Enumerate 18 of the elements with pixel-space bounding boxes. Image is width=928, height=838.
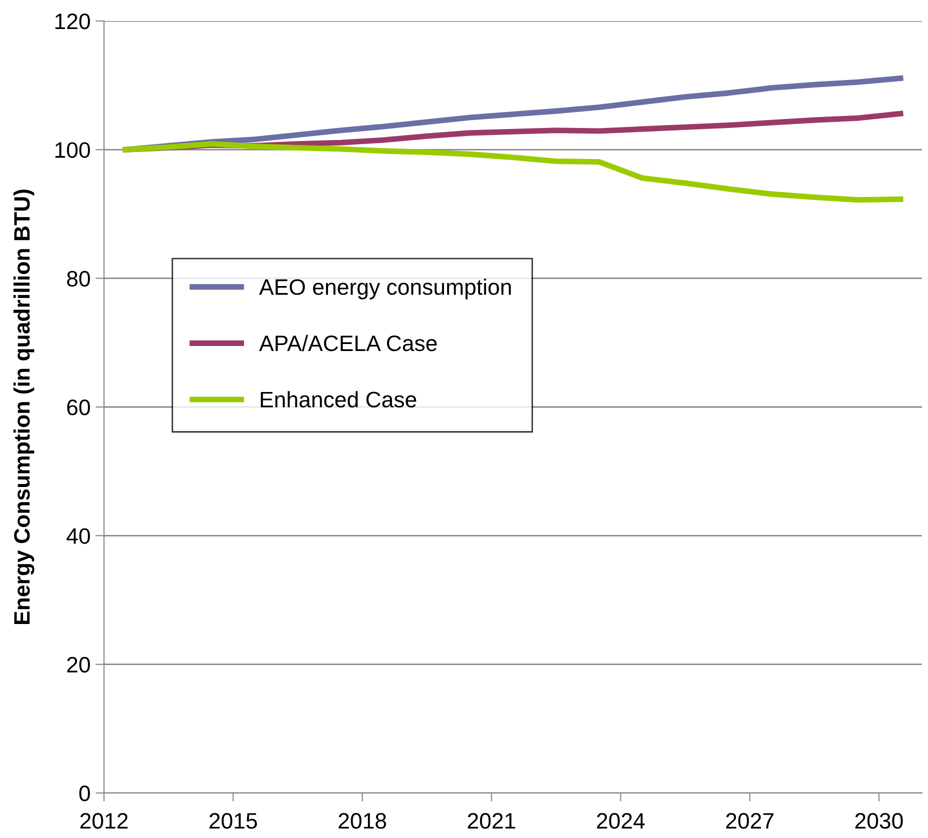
y-tick-label: 100 xyxy=(55,142,90,158)
y-tick-label: 60 xyxy=(67,400,90,416)
y-tick-label: 20 xyxy=(67,656,90,673)
y-tick-label: 0 xyxy=(79,786,90,802)
x-tick-label: 2012 xyxy=(80,813,128,829)
y-tick-label: 40 xyxy=(66,528,90,544)
y-tick-label: 120 xyxy=(55,14,90,30)
legend-label: Enhanced Case xyxy=(260,391,416,408)
legend-label: AEO energy consumption xyxy=(259,278,511,300)
x-tick-label: 2015 xyxy=(210,813,257,829)
y-axis-title: Energy Consumption (in quadrillion BTU) xyxy=(13,190,34,624)
x-tick-label: 2024 xyxy=(597,813,645,829)
x-tick-label: 2021 xyxy=(468,813,516,829)
x-tick-label: 2018 xyxy=(338,813,386,829)
legend-label: APA/ACELA Case xyxy=(259,334,437,352)
y-tick-label: 80 xyxy=(67,270,90,287)
x-tick-label: 2027 xyxy=(726,813,774,829)
x-tick-label: 2030 xyxy=(855,813,903,829)
